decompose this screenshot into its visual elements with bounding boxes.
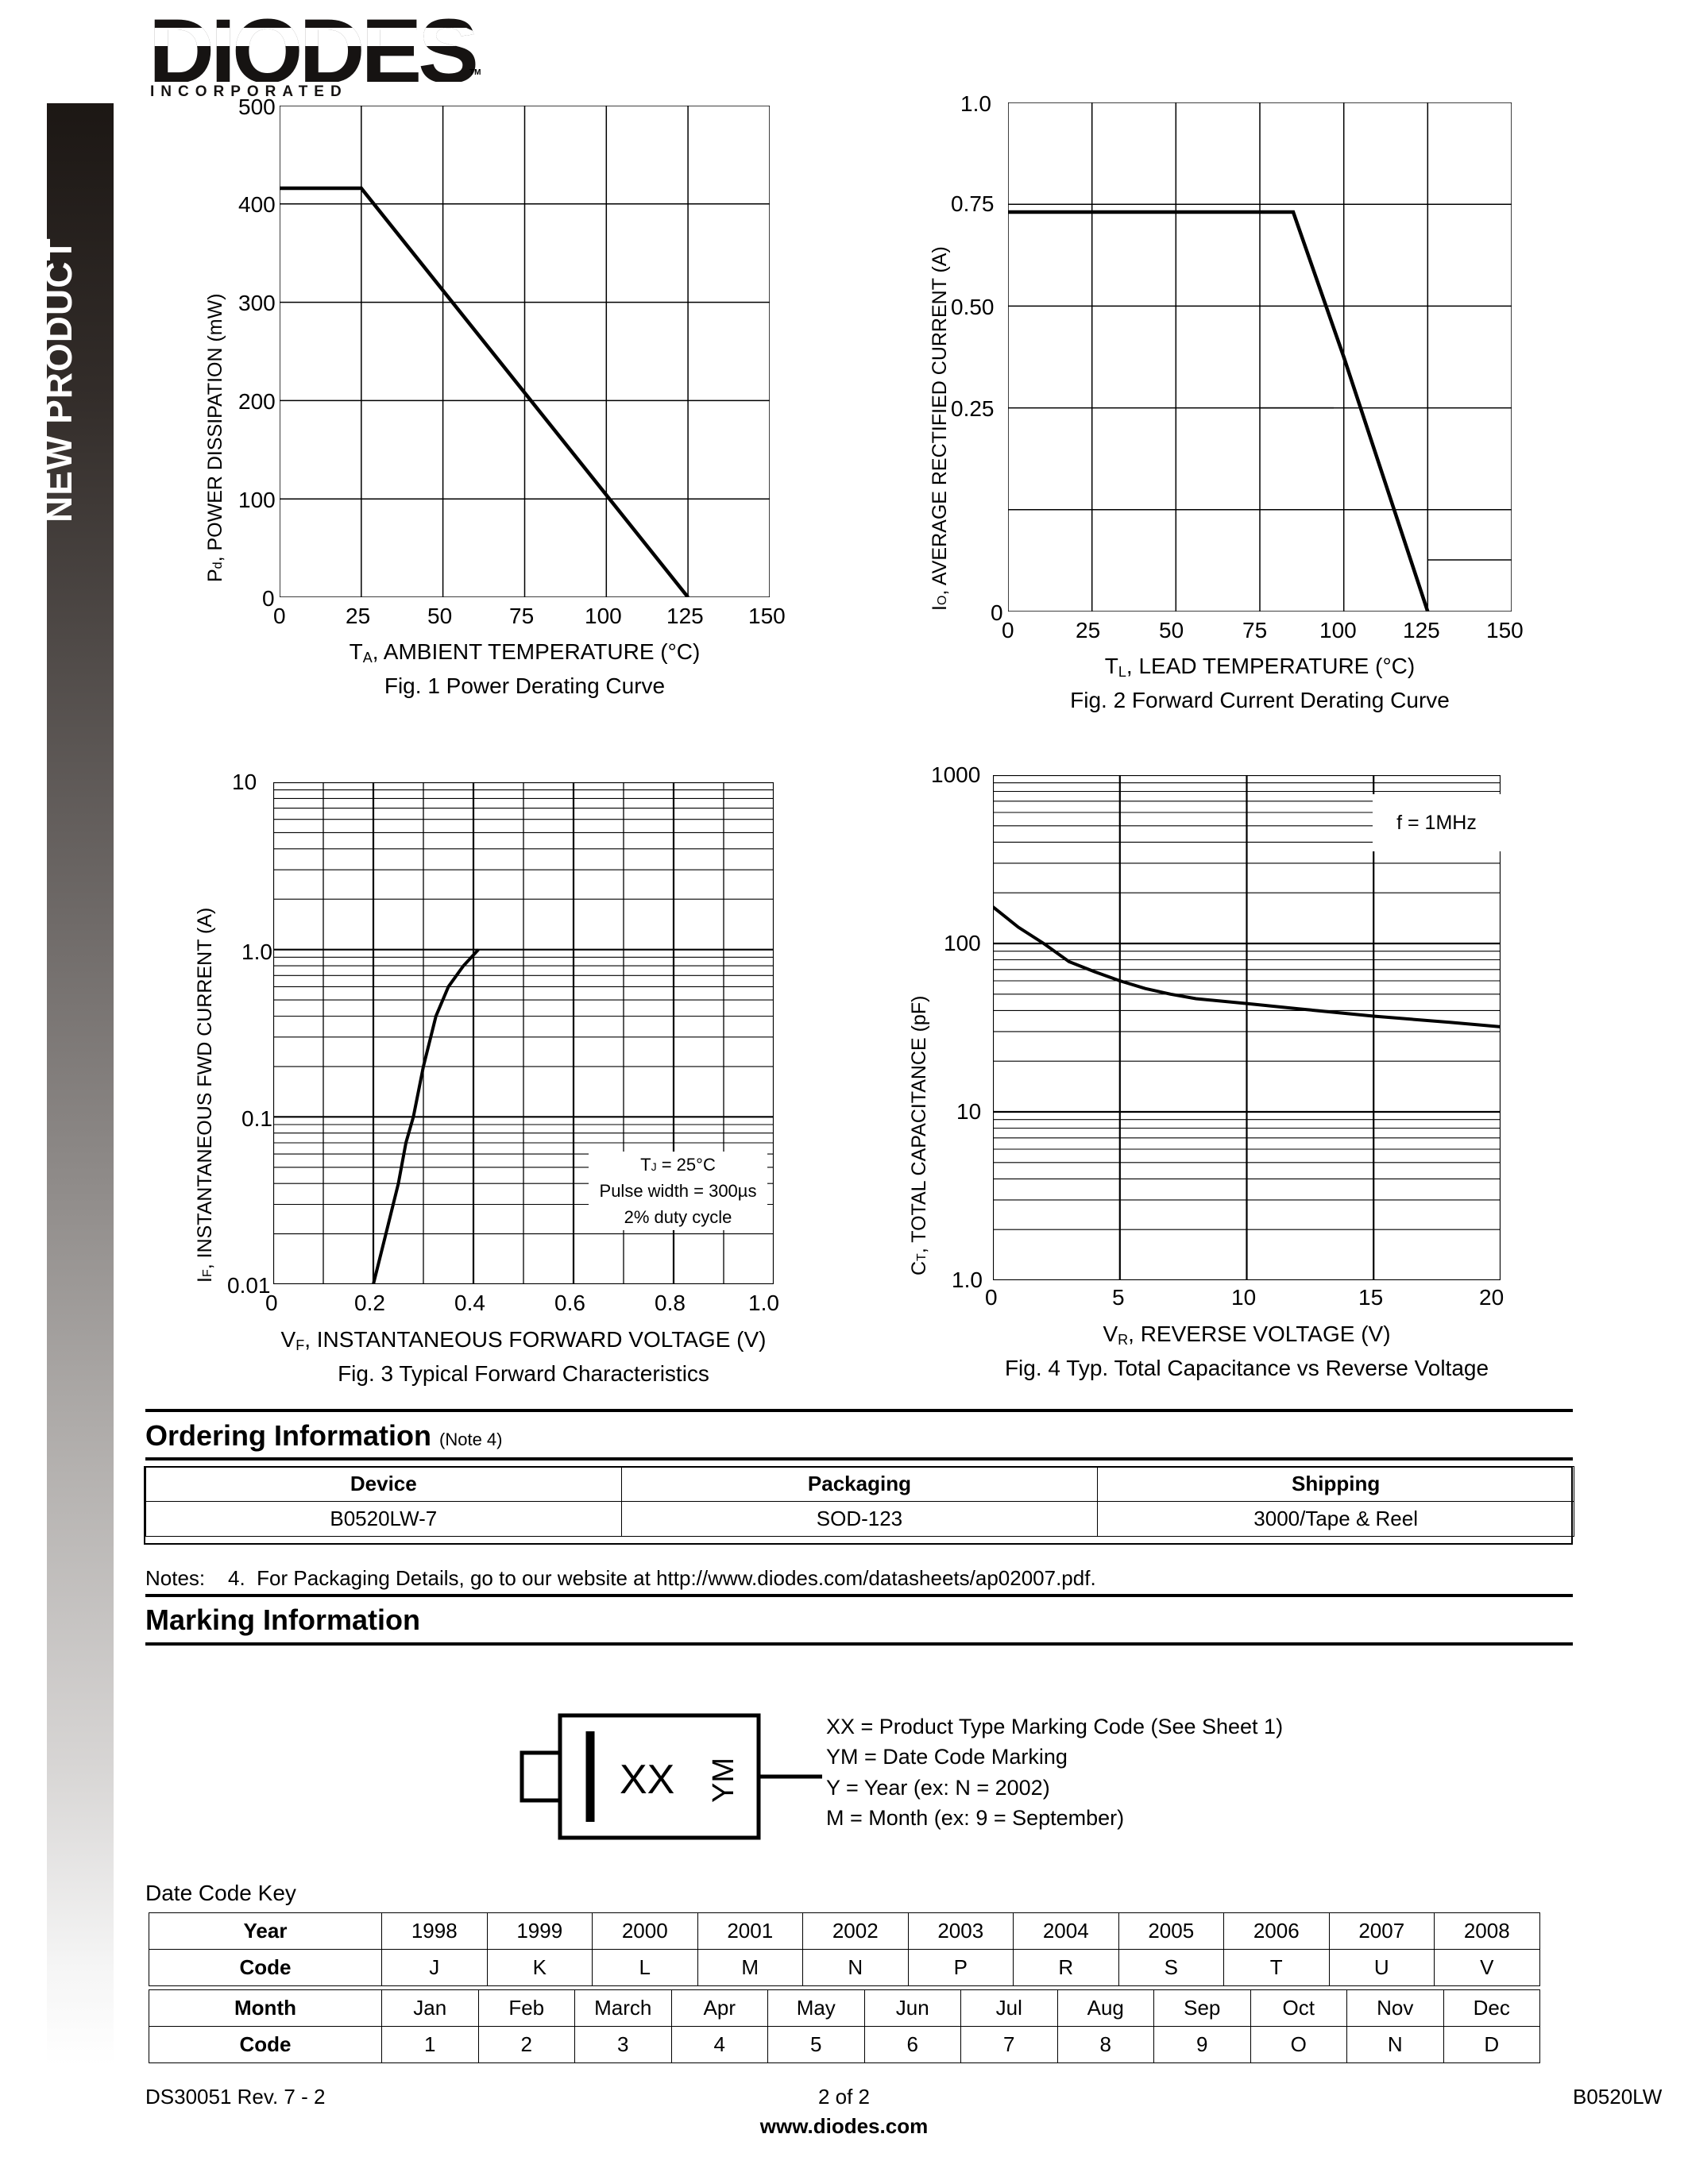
svg-text:YM: YM xyxy=(707,1758,740,1803)
svg-text:TM: TM xyxy=(469,68,481,77)
svg-text:XX: XX xyxy=(620,1757,674,1803)
